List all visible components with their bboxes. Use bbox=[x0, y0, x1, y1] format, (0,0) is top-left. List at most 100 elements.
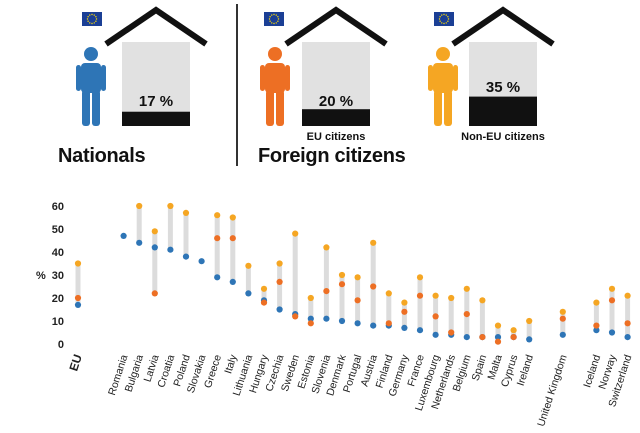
category-label: United Kingdom bbox=[535, 353, 570, 428]
data-point bbox=[229, 278, 236, 285]
data-point bbox=[624, 320, 631, 327]
data-point bbox=[214, 212, 221, 219]
y-tick-label: 30 bbox=[52, 270, 64, 282]
category-label: Italy bbox=[222, 353, 240, 376]
data-point bbox=[74, 301, 82, 308]
data-point bbox=[624, 292, 631, 299]
data-point bbox=[370, 322, 377, 329]
data-point bbox=[276, 278, 283, 285]
data-point bbox=[608, 285, 616, 292]
category-label: EU bbox=[66, 353, 84, 373]
data-point bbox=[245, 290, 252, 297]
y-tick-label: 60 bbox=[52, 201, 64, 213]
data-point bbox=[416, 274, 424, 281]
eu-flag-icon bbox=[264, 12, 284, 26]
data-point bbox=[593, 322, 600, 329]
share-fill bbox=[122, 111, 190, 126]
data-point bbox=[526, 317, 533, 325]
data-point bbox=[401, 308, 408, 315]
data-point bbox=[448, 329, 455, 336]
data-point bbox=[510, 334, 517, 341]
data-point bbox=[167, 202, 174, 210]
house-icon bbox=[104, 6, 208, 126]
foreign-citizens-heading: Foreign citizens bbox=[258, 145, 406, 167]
data-point bbox=[323, 315, 330, 322]
data-point bbox=[385, 320, 392, 327]
data-point bbox=[370, 283, 377, 290]
share-fill bbox=[302, 109, 370, 126]
data-point bbox=[151, 244, 158, 251]
share-fill bbox=[469, 96, 537, 126]
data-point bbox=[323, 244, 330, 251]
range-bar bbox=[495, 325, 501, 342]
data-point bbox=[182, 209, 190, 216]
range-bar bbox=[75, 263, 81, 305]
range-bar bbox=[308, 298, 314, 324]
data-point bbox=[416, 292, 424, 299]
data-point bbox=[182, 253, 190, 260]
range-bar bbox=[526, 321, 532, 340]
data-point bbox=[292, 230, 299, 237]
range-bar bbox=[511, 330, 517, 338]
data-point bbox=[74, 294, 82, 302]
data-point bbox=[494, 322, 502, 329]
eu-flag-icon bbox=[82, 12, 102, 26]
data-point bbox=[494, 338, 502, 345]
data-point bbox=[120, 232, 127, 239]
data-point bbox=[479, 297, 486, 304]
data-point bbox=[151, 228, 158, 235]
nationals-heading: Nationals bbox=[58, 145, 146, 167]
range-bar bbox=[136, 206, 142, 243]
share-value: 35 % bbox=[485, 79, 521, 96]
data-point bbox=[276, 260, 283, 267]
range-bar bbox=[479, 300, 485, 338]
range-bar bbox=[339, 275, 345, 321]
data-point bbox=[608, 329, 616, 336]
data-point bbox=[245, 262, 252, 269]
data-point bbox=[136, 202, 143, 210]
panel-sublabel: EU citizens bbox=[306, 131, 366, 143]
range-bar bbox=[401, 302, 407, 328]
range-bar bbox=[277, 263, 283, 310]
data-point bbox=[354, 297, 361, 304]
data-point bbox=[260, 299, 268, 306]
range-bar bbox=[152, 231, 158, 294]
data-point bbox=[167, 246, 174, 253]
share-value: 20 % bbox=[318, 93, 354, 110]
data-point bbox=[593, 299, 600, 306]
data-point bbox=[608, 297, 616, 304]
data-point bbox=[74, 260, 82, 267]
house-icon bbox=[451, 6, 555, 126]
data-point bbox=[401, 324, 408, 331]
range-bar bbox=[609, 288, 615, 333]
data-point bbox=[624, 334, 631, 341]
data-point bbox=[198, 258, 205, 265]
panel-divider bbox=[236, 4, 238, 166]
data-point bbox=[338, 317, 346, 325]
range-bar bbox=[214, 215, 220, 278]
data-point bbox=[448, 294, 455, 302]
data-point bbox=[494, 334, 502, 341]
y-tick-label: 10 bbox=[52, 316, 64, 328]
data-point bbox=[526, 336, 533, 343]
panel-sublabel: Non-EU citizens bbox=[461, 131, 545, 143]
data-point bbox=[214, 274, 221, 281]
range-bar bbox=[386, 293, 392, 326]
range-bar bbox=[625, 295, 631, 338]
data-point bbox=[385, 290, 392, 297]
range-bar bbox=[323, 247, 329, 319]
range-bar bbox=[417, 277, 423, 331]
range-bar bbox=[230, 217, 236, 282]
data-point bbox=[416, 327, 424, 334]
data-point bbox=[559, 308, 566, 315]
data-point bbox=[307, 320, 314, 327]
data-point bbox=[214, 235, 221, 242]
range-bar bbox=[183, 212, 189, 257]
data-point bbox=[559, 315, 566, 322]
data-point bbox=[354, 320, 361, 327]
data-point bbox=[323, 288, 330, 295]
share-value: 17 % bbox=[138, 93, 174, 110]
data-point bbox=[370, 239, 377, 246]
range-bar bbox=[261, 288, 267, 303]
